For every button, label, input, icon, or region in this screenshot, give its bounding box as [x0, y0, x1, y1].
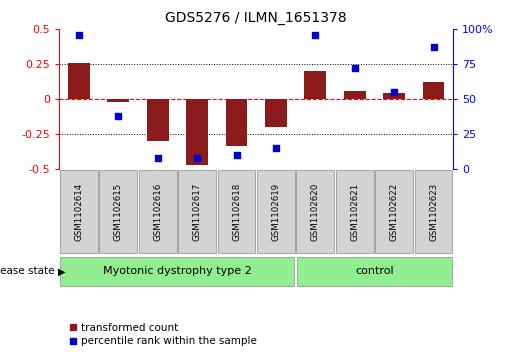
Bar [344, 90, 366, 99]
FancyBboxPatch shape [139, 170, 177, 253]
FancyBboxPatch shape [297, 257, 452, 286]
Text: GSM1102621: GSM1102621 [350, 182, 359, 241]
Text: disease state: disease state [0, 266, 54, 276]
Point [153, 155, 162, 160]
Text: GSM1102622: GSM1102622 [390, 182, 399, 241]
Point [272, 145, 280, 151]
Text: GSM1102620: GSM1102620 [311, 182, 320, 241]
FancyBboxPatch shape [257, 170, 295, 253]
Text: GSM1102623: GSM1102623 [429, 182, 438, 241]
Bar [147, 99, 168, 141]
Point [232, 152, 241, 158]
Point [351, 65, 359, 71]
Point [390, 89, 398, 95]
Text: GSM1102614: GSM1102614 [75, 182, 83, 241]
Point [193, 155, 201, 160]
FancyBboxPatch shape [218, 170, 255, 253]
Bar [226, 99, 247, 146]
FancyBboxPatch shape [415, 170, 452, 253]
Bar [423, 82, 444, 99]
Text: GSM1102618: GSM1102618 [232, 182, 241, 241]
FancyBboxPatch shape [375, 170, 413, 253]
Bar [304, 71, 326, 99]
Legend: transformed count, percentile rank within the sample: transformed count, percentile rank withi… [64, 319, 261, 351]
Bar [186, 99, 208, 164]
Title: GDS5276 / ILMN_1651378: GDS5276 / ILMN_1651378 [165, 11, 347, 25]
Text: ▶: ▶ [58, 266, 65, 276]
Bar [108, 99, 129, 102]
Text: Myotonic dystrophy type 2: Myotonic dystrophy type 2 [103, 266, 252, 276]
Bar [383, 93, 405, 99]
Point [75, 32, 83, 37]
FancyBboxPatch shape [297, 170, 334, 253]
Bar [265, 99, 287, 127]
Text: GSM1102615: GSM1102615 [114, 182, 123, 241]
FancyBboxPatch shape [336, 170, 373, 253]
FancyBboxPatch shape [178, 170, 216, 253]
Text: control: control [355, 266, 394, 276]
Text: GSM1102616: GSM1102616 [153, 182, 162, 241]
Text: GSM1102619: GSM1102619 [271, 182, 280, 241]
FancyBboxPatch shape [60, 170, 98, 253]
Point [430, 44, 438, 50]
FancyBboxPatch shape [60, 257, 295, 286]
Text: GSM1102617: GSM1102617 [193, 182, 201, 241]
FancyBboxPatch shape [99, 170, 137, 253]
Point [311, 32, 319, 37]
Point [114, 113, 123, 119]
Bar [68, 62, 90, 99]
